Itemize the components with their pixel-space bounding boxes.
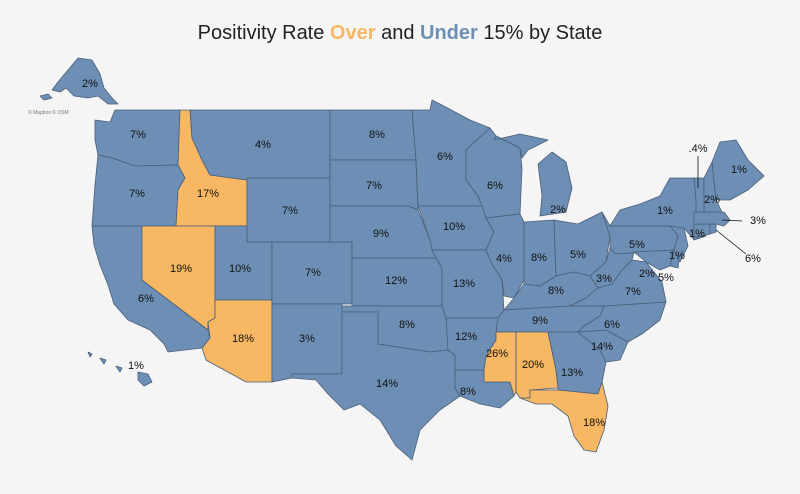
state-NC[interactable] — [577, 301, 667, 343]
label-RI: 6% — [745, 253, 761, 265]
label-WI: 6% — [487, 180, 503, 192]
state-MA[interactable] — [693, 211, 731, 227]
label-AR: 12% — [455, 331, 477, 343]
leader-lines — [697, 156, 747, 255]
title-under: Under — [420, 22, 478, 44]
label-AZ: 18% — [232, 333, 254, 345]
label-MN: 6% — [437, 151, 453, 163]
state-HI[interactable] — [87, 351, 153, 387]
label-MS: 26% — [486, 348, 508, 360]
label-DE: 5% — [658, 272, 674, 284]
state-ME[interactable] — [711, 139, 765, 201]
label-VA: 7% — [625, 286, 641, 298]
label-WV: 3% — [596, 273, 612, 285]
label-NJ: 1% — [669, 250, 685, 262]
label-ND: 8% — [369, 129, 385, 141]
label-PA: 5% — [629, 239, 645, 251]
percent-labels: 2% 1% 7% 7% 6% 17% 19% 4% 7% 10% 18% 7% 3% 8% 7% 9% 12% 8… — [82, 78, 766, 429]
label-IN: 8% — [531, 252, 547, 264]
label-SD: 7% — [366, 180, 382, 192]
label-MA: 3% — [750, 215, 766, 227]
label-NV: 19% — [170, 263, 192, 275]
label-NE: 9% — [373, 228, 389, 240]
state-AK[interactable] — [51, 57, 119, 105]
label-UT: 10% — [229, 263, 251, 275]
state-WV[interactable] — [589, 247, 635, 289]
state-RI[interactable] — [709, 223, 717, 235]
label-NM: 3% — [299, 333, 315, 345]
title-over: Over — [329, 22, 376, 44]
label-OK: 8% — [399, 319, 415, 331]
label-FL: 18% — [583, 417, 605, 429]
chart-title: Positivity Rate Over and Under 15% by St… — [0, 22, 800, 45]
label-SC: 14% — [591, 341, 613, 353]
label-TN: 9% — [532, 315, 548, 327]
label-GA: 13% — [561, 367, 583, 379]
label-WA: 7% — [130, 129, 146, 141]
label-AK: 2% — [82, 78, 98, 90]
label-TX: 14% — [376, 378, 398, 390]
title-suffix: 15% by State — [477, 22, 603, 44]
state-AK-islands — [39, 93, 53, 101]
label-IA: 10% — [443, 221, 465, 233]
state-MI[interactable] — [493, 133, 573, 217]
map-attribution: © Mapbox © OSM — [28, 110, 69, 116]
label-OH: 5% — [570, 249, 586, 261]
state-NH[interactable] — [703, 161, 723, 213]
label-KS: 12% — [385, 275, 407, 287]
label-AL: 20% — [522, 359, 544, 371]
label-LA: 8% — [460, 386, 476, 398]
state-IL[interactable] — [485, 213, 525, 299]
label-IL: 4% — [496, 253, 512, 265]
state-VT[interactable] — [693, 177, 705, 213]
label-CA: 6% — [138, 293, 154, 305]
label-OR: 7% — [129, 188, 145, 200]
label-MT: 4% — [255, 139, 271, 151]
title-prefix: Positivity Rate — [197, 22, 330, 44]
state-MD[interactable] — [633, 249, 675, 271]
label-HI: 1% — [128, 360, 144, 372]
label-ME: 1% — [731, 164, 747, 176]
label-MD: 2% — [639, 268, 655, 280]
label-VT: .4% — [689, 143, 708, 155]
label-KY: 8% — [548, 285, 564, 297]
title-middle: and — [375, 22, 420, 44]
state-FL[interactable] — [519, 381, 609, 453]
label-MI: 2% — [550, 204, 566, 216]
label-NH: 2% — [704, 194, 720, 206]
label-MO: 13% — [453, 278, 475, 290]
state-TX[interactable] — [291, 311, 461, 461]
label-NC: 6% — [604, 319, 620, 331]
label-NY: 1% — [657, 205, 673, 217]
label-WY: 7% — [282, 205, 298, 217]
label-CT: 1% — [689, 228, 705, 240]
label-CO: 7% — [305, 267, 321, 279]
label-ID: 17% — [197, 188, 219, 200]
